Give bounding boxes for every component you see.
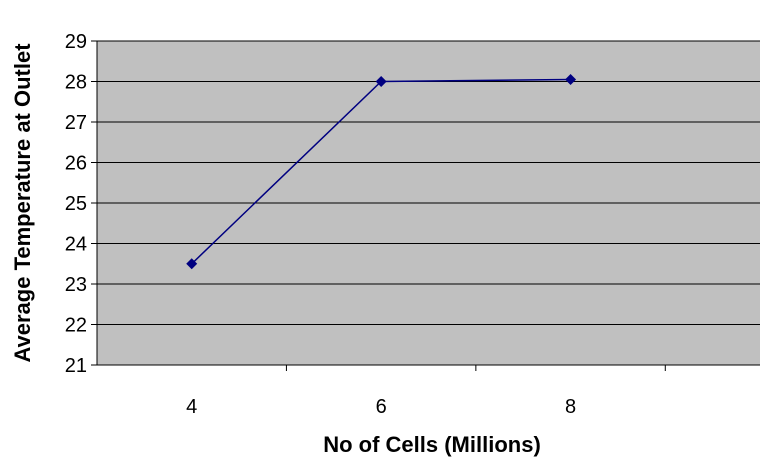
data-point	[565, 73, 577, 85]
data-point	[375, 76, 387, 87]
y-tick-label: 26	[65, 153, 87, 175]
y-tick-label: 23	[65, 274, 87, 296]
y-tick-label: 22	[65, 315, 87, 337]
y-tick-label: 29	[65, 31, 87, 53]
series-layer	[186, 73, 577, 270]
y-tick-label: 25	[65, 193, 87, 215]
y-tick-label: 27	[65, 112, 87, 134]
x-axis-title: No of Cells (Millions)	[323, 432, 541, 457]
data-point	[186, 258, 198, 270]
axes	[91, 40, 760, 371]
gridlines	[97, 40, 760, 325]
x-tick-label: 4	[186, 396, 197, 418]
x-tick-label: 6	[376, 396, 387, 418]
x-tick-label: 8	[565, 396, 576, 418]
y-axis-title: Average Temperature at Outlet	[10, 43, 35, 363]
y-tick-label: 28	[65, 72, 87, 94]
y-tick-label: 24	[65, 234, 87, 256]
x-tick-labels: 4 6 8	[186, 396, 576, 418]
y-tick-label: 21	[65, 355, 87, 377]
y-tick-labels: 21 22 23 24 25 26 27 28 29	[65, 31, 87, 377]
